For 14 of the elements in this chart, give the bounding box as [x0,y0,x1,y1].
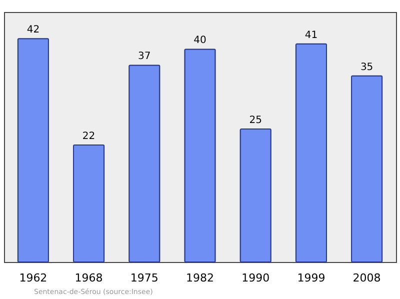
x-tick-label: 1982 [186,272,214,284]
data-label: 22 [82,130,96,142]
data-label: 40 [194,35,206,46]
data-label: 25 [249,115,262,126]
data-label: 35 [360,62,374,73]
x-tick-label: 1999 [297,272,326,284]
data-label: 37 [138,51,151,62]
x-tick-label: 1990 [242,272,270,284]
x-tick-label: 1968 [74,272,103,284]
x-tick-label: 1962 [19,272,48,284]
x-tick-label: 1975 [130,272,158,284]
data-label: 42 [26,24,40,36]
x-tick-label: 2008 [352,272,381,284]
data-label: 41 [304,30,318,41]
